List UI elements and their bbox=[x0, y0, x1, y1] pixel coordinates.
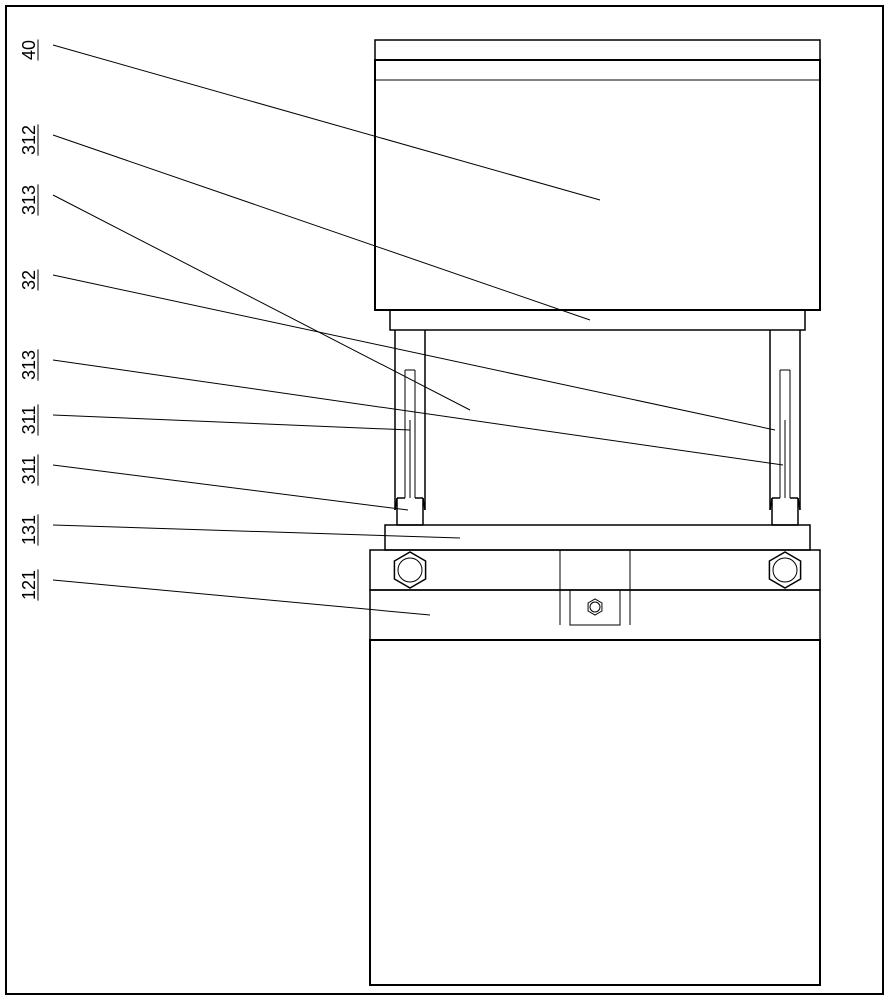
svg-text:32: 32 bbox=[19, 270, 39, 290]
leader-line bbox=[53, 525, 460, 538]
leader-line bbox=[53, 275, 775, 430]
svg-text:40: 40 bbox=[19, 40, 39, 60]
center-tab bbox=[570, 590, 620, 625]
plate-312 bbox=[390, 310, 805, 330]
label-312: 312 bbox=[19, 124, 39, 155]
bolt-left bbox=[394, 552, 425, 588]
label-131: 131 bbox=[19, 514, 39, 545]
label-32: 32 bbox=[19, 270, 39, 291]
svg-text:121: 121 bbox=[19, 570, 39, 600]
svg-text:313: 313 bbox=[19, 350, 39, 380]
bolt-right bbox=[769, 552, 800, 588]
svg-text:312: 312 bbox=[19, 125, 39, 155]
label-40: 40 bbox=[19, 40, 39, 61]
leader-line bbox=[53, 195, 470, 410]
leader-line bbox=[53, 415, 410, 430]
label-313: 313 bbox=[19, 184, 39, 215]
component-40 bbox=[375, 60, 820, 310]
bottom-block bbox=[370, 640, 820, 985]
label-313: 313 bbox=[19, 349, 39, 380]
leader-line bbox=[53, 360, 783, 465]
leader-line bbox=[53, 465, 408, 510]
label-311: 311 bbox=[19, 404, 39, 435]
mid-plate bbox=[370, 550, 820, 590]
top-cap bbox=[375, 40, 820, 60]
label-311: 311 bbox=[19, 454, 39, 485]
svg-text:311: 311 bbox=[19, 456, 39, 485]
svg-text:313: 313 bbox=[19, 185, 39, 215]
leader-line bbox=[53, 580, 430, 615]
outer-frame bbox=[6, 6, 883, 994]
svg-text:131: 131 bbox=[19, 515, 39, 545]
technical-drawing: 40 312 313 32 313 311 311 131 121 bbox=[0, 0, 889, 1000]
leader-line bbox=[53, 45, 600, 200]
label-121: 121 bbox=[19, 569, 39, 600]
svg-text:311: 311 bbox=[19, 406, 39, 435]
